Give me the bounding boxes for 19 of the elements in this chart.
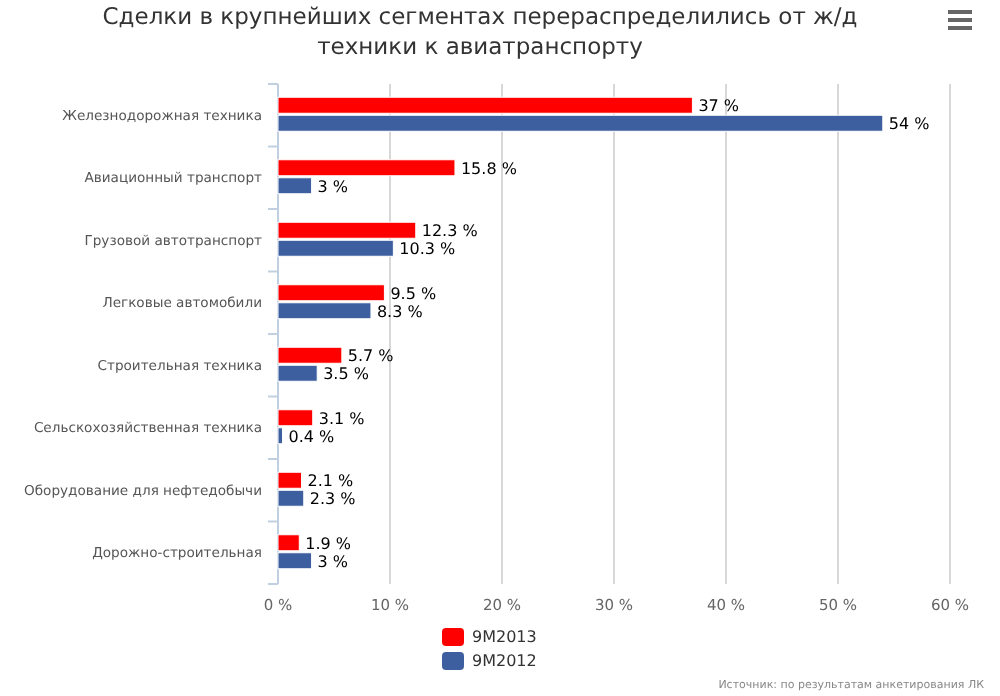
data-label: 37 %	[698, 97, 740, 116]
data-label: 3 %	[317, 177, 349, 196]
data-label: 2.3 %	[309, 490, 357, 509]
data-label: 0.4 %	[288, 427, 336, 446]
data-label: 2.1 %	[307, 472, 355, 491]
data-label: 3.1 %	[318, 409, 366, 428]
data-label: 3.5 %	[323, 365, 370, 384]
data-label: 15.8 %	[460, 159, 518, 178]
legend-label: 9M2012	[472, 652, 537, 671]
data-label: 10.3 %	[399, 240, 457, 259]
data-label: 54 %	[888, 115, 931, 134]
data-label: 9.5 %	[390, 284, 437, 303]
data-label: 8.3 %	[376, 302, 424, 321]
legend-label: 9M2013	[472, 628, 537, 647]
chart-title: Сделки в крупнейших сегментах перераспределились от ж/д техники к авиатранспорту	[102, 2, 858, 60]
data-label: 12.3 %	[421, 222, 479, 241]
data-label: 1.9 %	[305, 534, 352, 553]
data-label: 5.7 %	[347, 347, 395, 366]
data-label: 3 %	[317, 552, 349, 571]
